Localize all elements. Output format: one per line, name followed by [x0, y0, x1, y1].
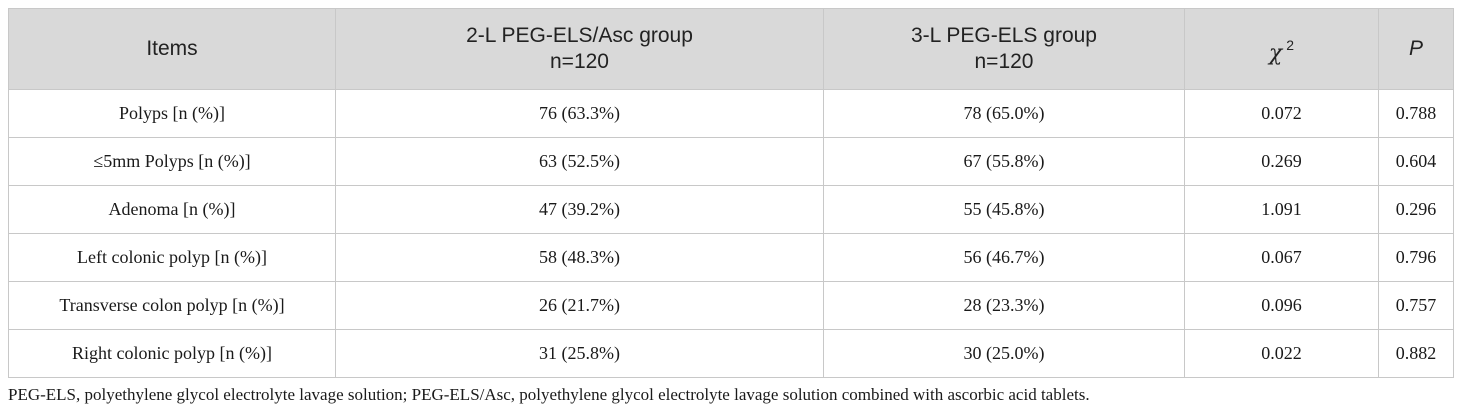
- cell-chi-square: 1.091: [1184, 185, 1379, 234]
- cell-p-value: 0.757: [1378, 281, 1454, 330]
- cell-p-value: 0.796: [1378, 233, 1454, 282]
- cell-item: Transverse colon polyp [n (%)]: [8, 281, 336, 330]
- table-footnote: PEG-ELS, polyethylene glycol electrolyte…: [8, 385, 1090, 404]
- cell-2l-group: 31 (25.8%): [335, 329, 824, 378]
- table-row: Right colonic polyp [n (%)] 31 (25.8%) 30 …: [8, 329, 1454, 378]
- cell-p-value: 0.296: [1378, 185, 1454, 234]
- header-items: Items: [8, 8, 336, 90]
- table-row: Left colonic polyp [n (%)] 58 (48.3%) 56 (…: [8, 233, 1454, 282]
- cell-p-value: 0.788: [1378, 89, 1454, 138]
- header-3l-group-n: n=120: [974, 50, 1034, 73]
- header-p-value: P: [1378, 8, 1454, 90]
- cell-2l-group: 47 (39.2%): [335, 185, 824, 234]
- table-row: ≤5mm Polyps [n (%)] 63 (52.5%) 67 (55.8%) 0…: [8, 137, 1454, 186]
- cell-3l-group: 28 (23.3%): [823, 281, 1185, 330]
- cell-chi-square: 0.067: [1184, 233, 1379, 282]
- header-2l-group-name: 2-L PEG-ELS/Asc group: [466, 24, 693, 47]
- cell-chi-square: 0.269: [1184, 137, 1379, 186]
- header-3l-group: 3-L PEG-ELS group n=120: [823, 8, 1185, 90]
- cell-chi-square: 0.096: [1184, 281, 1379, 330]
- table-body: Polyps [n (%)] 76 (63.3%) 78 (65.0%) 0.072 0…: [8, 89, 1454, 378]
- cell-p-value: 0.882: [1378, 329, 1454, 378]
- cell-2l-group: 76 (63.3%): [335, 89, 824, 138]
- cell-3l-group: 78 (65.0%): [823, 89, 1185, 138]
- cell-item: Right colonic polyp [n (%)]: [8, 329, 336, 378]
- cell-2l-group: 26 (21.7%): [335, 281, 824, 330]
- cell-3l-group: 56 (46.7%): [823, 233, 1185, 282]
- header-2l-group: 2-L PEG-ELS/Asc group n=120: [335, 8, 824, 90]
- cell-item: ≤5mm Polyps [n (%)]: [8, 137, 336, 186]
- cell-3l-group: 55 (45.8%): [823, 185, 1185, 234]
- cell-2l-group: 58 (48.3%): [335, 233, 824, 282]
- cell-chi-square: 0.022: [1184, 329, 1379, 378]
- cell-2l-group: 63 (52.5%): [335, 137, 824, 186]
- results-table: Items 2-L PEG-ELS/Asc group n=120 3-L PE…: [8, 8, 1454, 378]
- cell-item: Left colonic polyp [n (%)]: [8, 233, 336, 282]
- table-row: Transverse colon polyp [n (%)] 26 (21.7%)…: [8, 281, 1454, 330]
- cell-p-value: 0.604: [1378, 137, 1454, 186]
- results-table-container: Items 2-L PEG-ELS/Asc group n=120 3-L PE…: [8, 8, 1454, 378]
- chi-exponent: 2: [1286, 36, 1295, 53]
- cell-item: Adenoma [n (%)]: [8, 185, 336, 234]
- header-3l-group-name: 3-L PEG-ELS group: [911, 24, 1097, 47]
- table-row: Polyps [n (%)] 76 (63.3%) 78 (65.0%) 0.072 0…: [8, 89, 1454, 138]
- table-row: Adenoma [n (%)] 47 (39.2%) 55 (45.8%) 1.091…: [8, 185, 1454, 234]
- cell-chi-square: 0.072: [1184, 89, 1379, 138]
- cell-3l-group: 30 (25.0%): [823, 329, 1185, 378]
- cell-item: Polyps [n (%)]: [8, 89, 336, 138]
- table-header-row: Items 2-L PEG-ELS/Asc group n=120 3-L PE…: [8, 8, 1454, 90]
- cell-3l-group: 67 (55.8%): [823, 137, 1185, 186]
- header-2l-group-n: n=120: [550, 50, 609, 73]
